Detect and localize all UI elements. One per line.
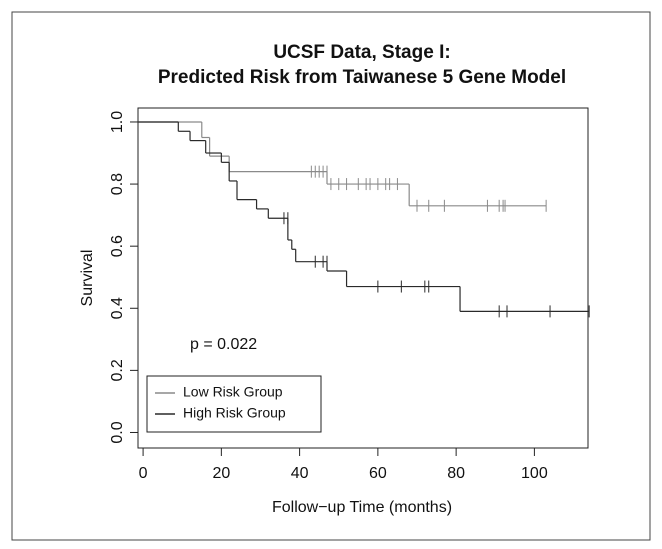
legend-box <box>146 375 322 433</box>
x-tick-label: 20 <box>212 465 230 482</box>
y-tick-label: 1.0 <box>109 111 126 133</box>
x-tick-label: 100 <box>521 465 548 482</box>
annotation: p = 0.022 <box>190 336 257 353</box>
y-tick-label: 0.4 <box>109 297 126 319</box>
frame <box>11 11 651 541</box>
x-axis-label: Follow−up Time (months) <box>272 499 452 516</box>
x-tick-label: 40 <box>291 465 309 482</box>
x-tick-label: 80 <box>447 465 465 482</box>
plot-box <box>137 107 589 449</box>
y-tick-label: 0.0 <box>109 421 126 443</box>
chart-subtitle: Predicted Risk from Taiwanese 5 Gene Mod… <box>158 67 566 88</box>
x-tick-label: 0 <box>139 465 148 482</box>
y-tick-label: 0.8 <box>109 173 126 195</box>
chart-title: UCSF Data, Stage I: <box>273 42 450 63</box>
y-tick-label: 0.6 <box>109 235 126 257</box>
y-axis-label: Survival <box>79 250 96 307</box>
x-tick-label: 60 <box>369 465 387 482</box>
y-tick-label: 0.2 <box>109 359 126 381</box>
legend-label: Low Risk Group <box>183 384 283 400</box>
legend-label: High Risk Group <box>183 405 286 421</box>
